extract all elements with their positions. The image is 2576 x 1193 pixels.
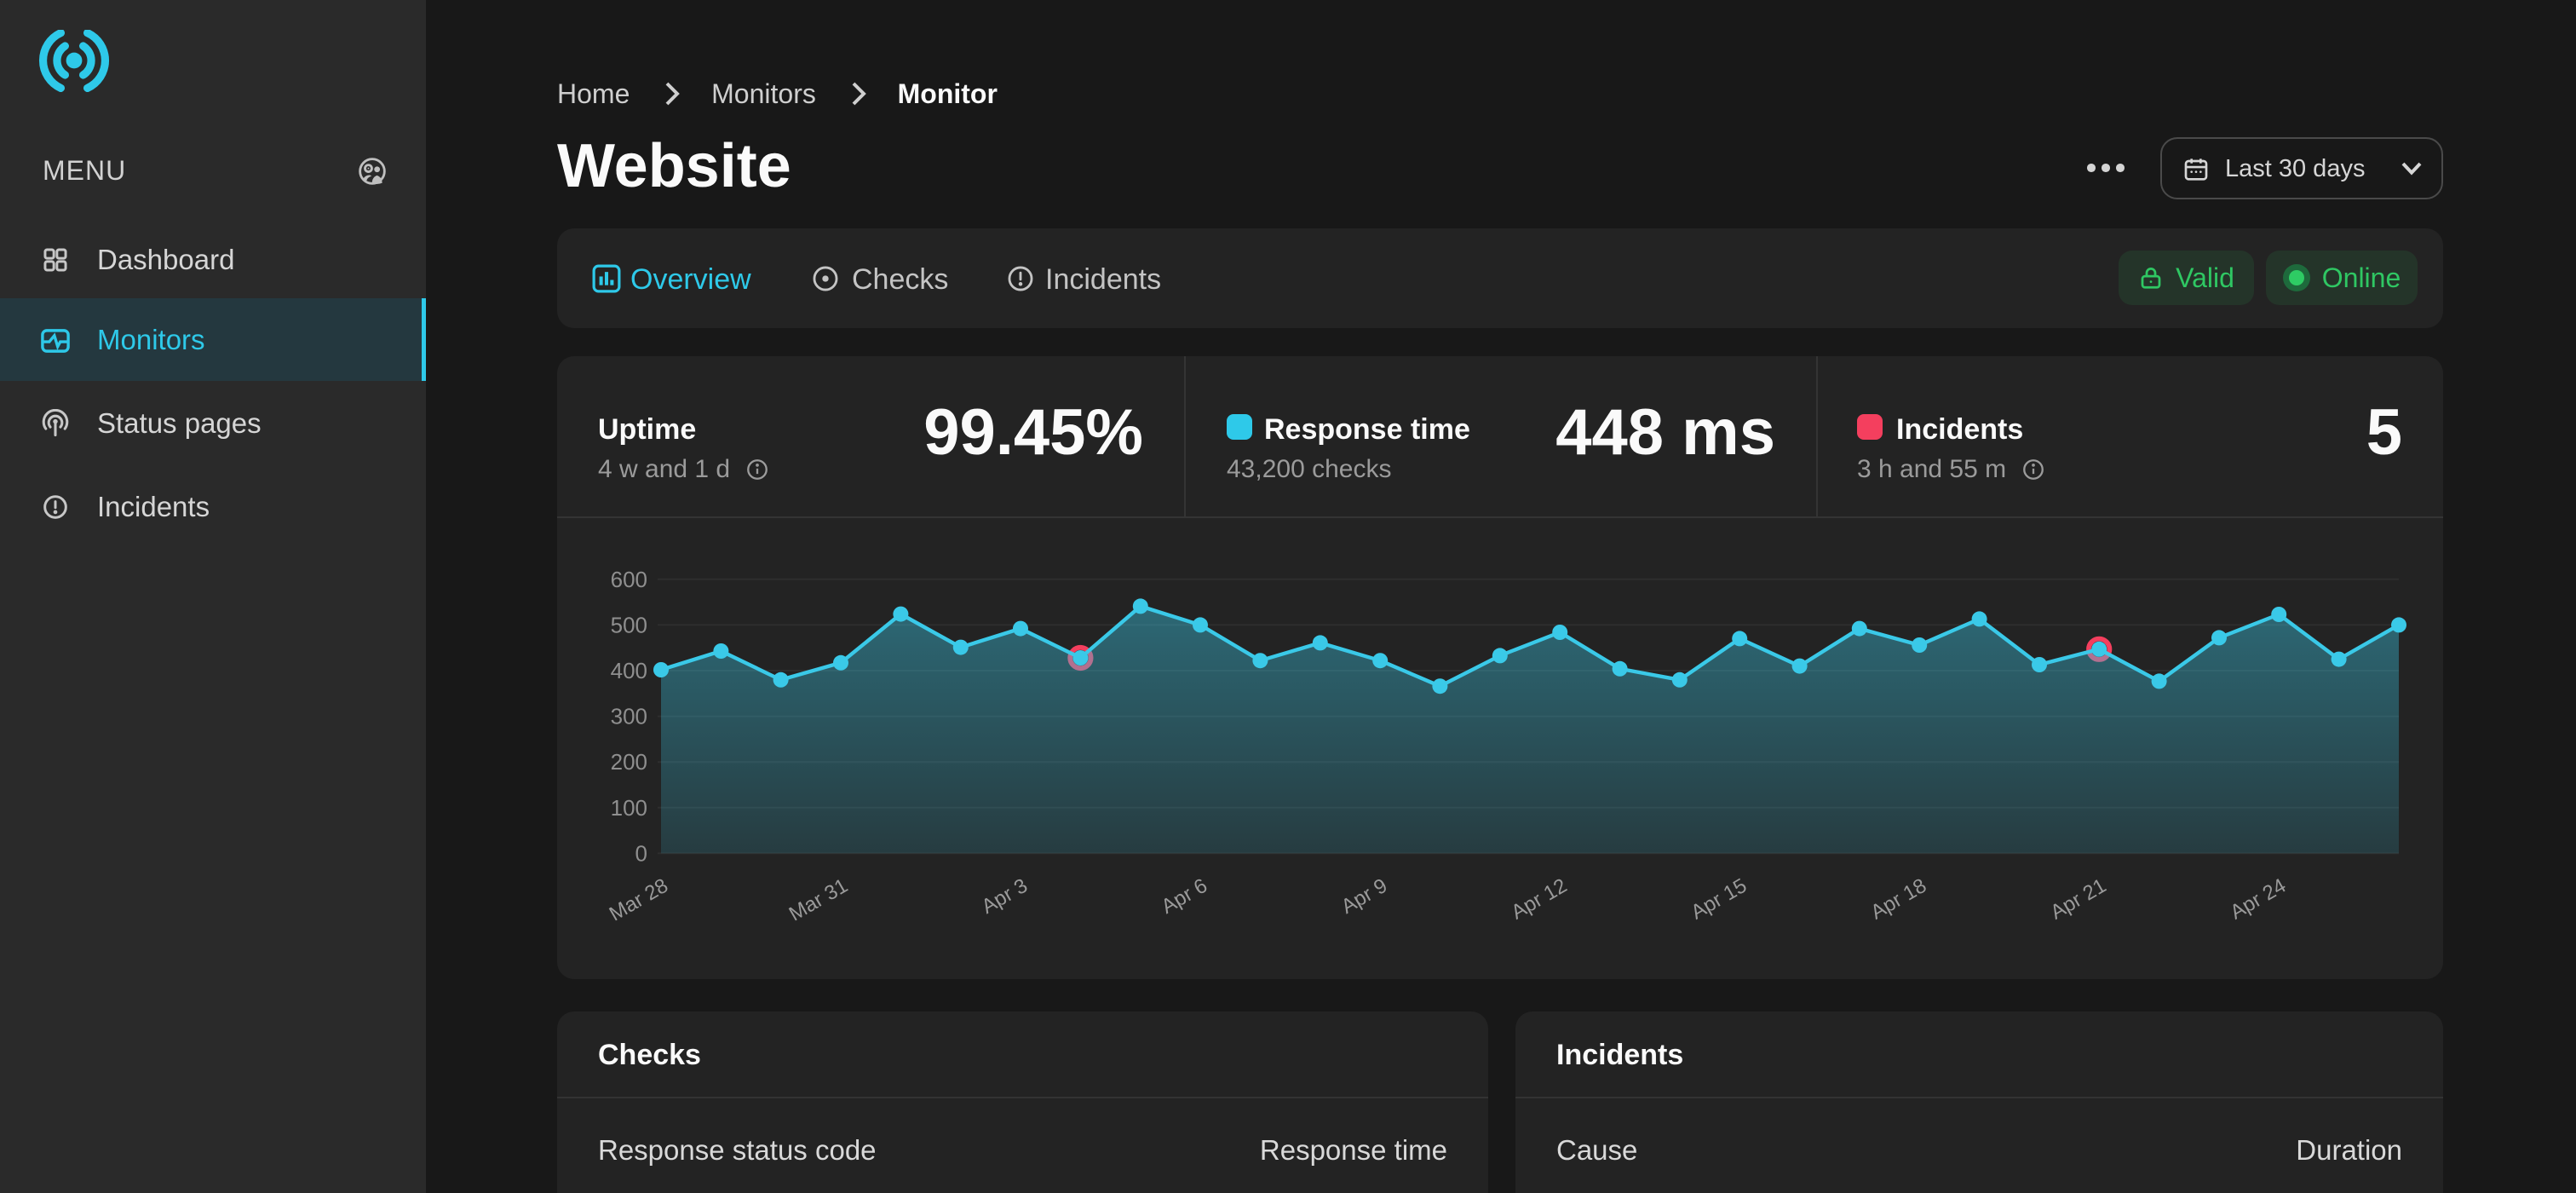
svg-text:Apr 6: Apr 6: [1158, 874, 1211, 919]
svg-text:Apr 3: Apr 3: [978, 874, 1032, 919]
svg-text:Mar 28: Mar 28: [606, 874, 672, 926]
svg-text:Apr 12: Apr 12: [1507, 874, 1571, 925]
svg-text:Apr 24: Apr 24: [2226, 874, 2290, 925]
svg-text:300: 300: [611, 704, 647, 729]
svg-text:Apr 9: Apr 9: [1337, 874, 1391, 919]
svg-text:Apr 18: Apr 18: [1866, 874, 1930, 925]
svg-text:600: 600: [611, 567, 647, 592]
svg-text:Mar 31: Mar 31: [785, 874, 852, 926]
svg-text:0: 0: [635, 840, 647, 866]
svg-text:200: 200: [611, 749, 647, 775]
svg-text:500: 500: [611, 612, 647, 637]
svg-text:400: 400: [611, 658, 647, 683]
svg-text:Apr 21: Apr 21: [2046, 874, 2110, 925]
svg-text:100: 100: [611, 795, 647, 821]
svg-text:Apr 15: Apr 15: [1687, 874, 1751, 925]
